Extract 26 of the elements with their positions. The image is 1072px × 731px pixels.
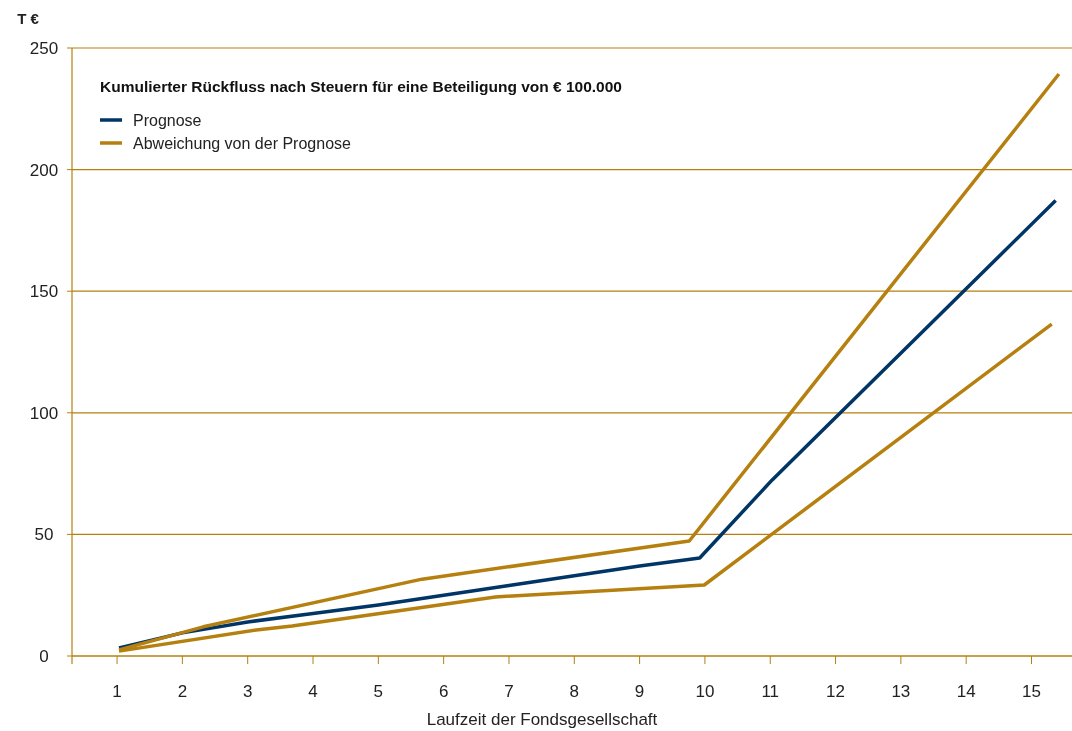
- x-tick-label: 5: [373, 682, 384, 701]
- x-tick-label: 3: [242, 682, 253, 701]
- x-tick-label: 7: [504, 682, 514, 701]
- x-tick-label: 10: [695, 682, 715, 701]
- x-tick-label: 2: [177, 682, 188, 701]
- x-tick-label: 4: [308, 682, 318, 701]
- x-tick-label: 15: [1022, 682, 1041, 701]
- y-axis-title: T €: [17, 10, 40, 27]
- x-tick-label: 1: [112, 682, 122, 701]
- text: Kumulierter Rückfluss nach Steuern für eine Beteiligung von € 100.000: [100, 78, 622, 95]
- x-axis-title: Laufzeit der Fondsgesellschaft: [426, 710, 658, 729]
- x-tick-label: 12: [826, 682, 846, 701]
- y-tick-label: 50: [34, 525, 54, 545]
- y-tick-label: 150: [29, 282, 59, 302]
- x-tick-label: 6: [438, 682, 449, 701]
- legend-label: Abweichung von der Prognose: [133, 134, 352, 152]
- y-tick-label: 0: [39, 646, 49, 666]
- x-tick-label: 8: [569, 682, 580, 701]
- x-tick-label: 14: [956, 682, 976, 701]
- x-tick-label: 9: [634, 682, 645, 701]
- y-tick-label: 250: [29, 38, 59, 58]
- x-tick-label: 13: [891, 682, 911, 701]
- y-tick-label: 100: [29, 403, 59, 423]
- legend-label: Prognose: [133, 111, 202, 129]
- y-tick-label: 200: [29, 160, 59, 180]
- x-tick-label: 11: [761, 682, 780, 701]
